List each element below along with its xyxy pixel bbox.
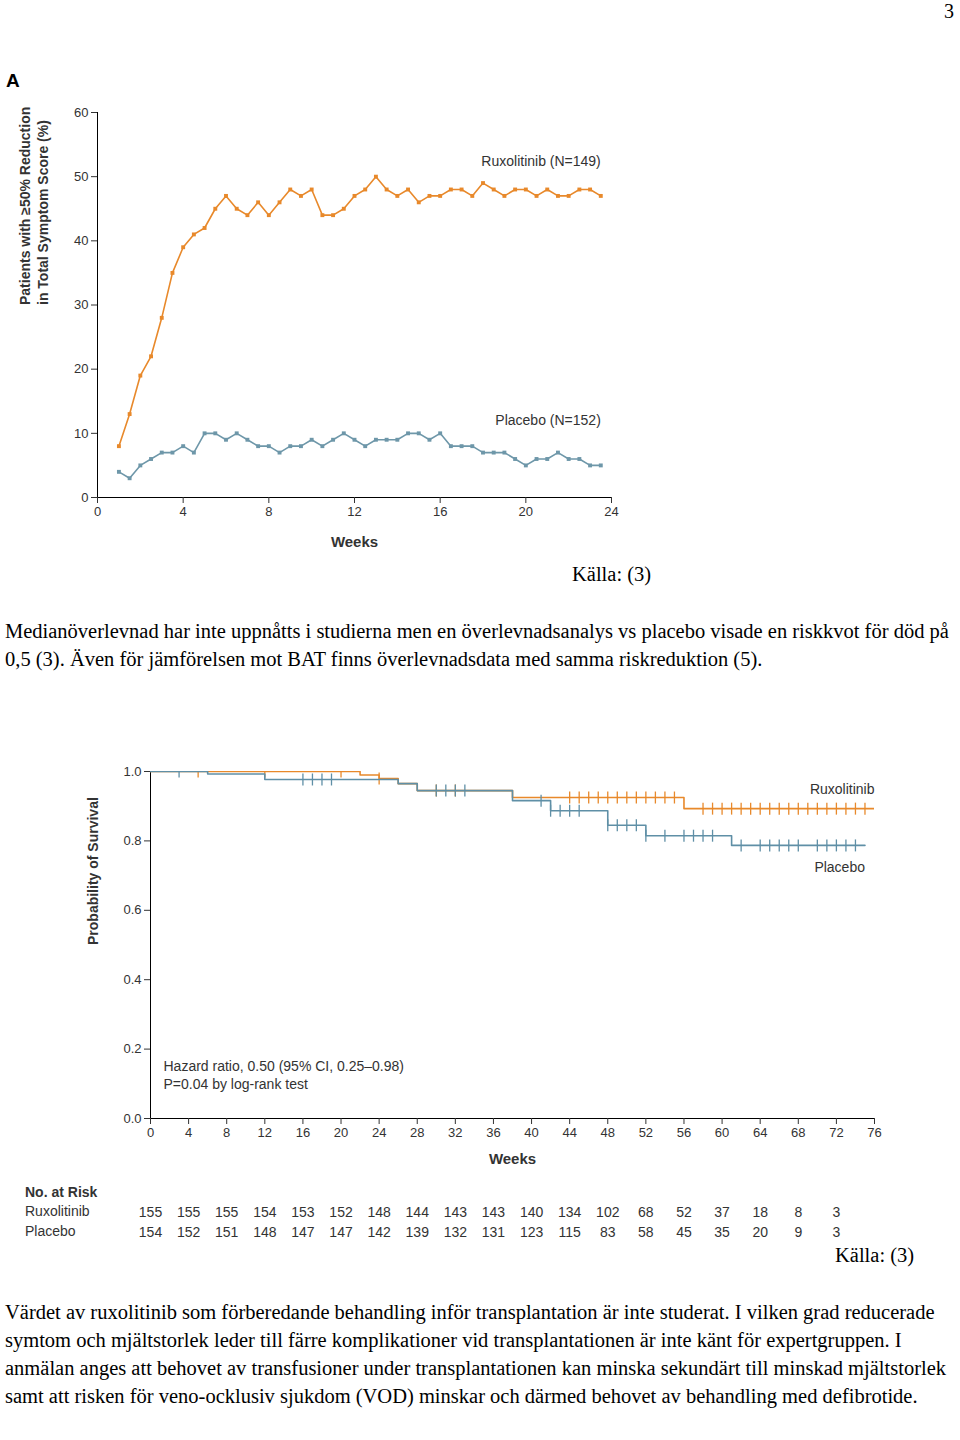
html-text:Medianöverlevnad har inte uppn: Medianöverlevnad har inte uppnåtts i stu… (5, 620, 949, 670)
svg-text:Ruxolitinib: Ruxolitinib (810, 781, 875, 797)
svg-text:16: 16 (433, 504, 447, 519)
svg-text:20: 20 (752, 1224, 768, 1240)
svg-text:148: 148 (367, 1204, 391, 1220)
svg-text:0.4: 0.4 (123, 972, 141, 987)
svg-text:Patients with ≥50% Reductionin: Patients with ≥50% Reductionin Total Sym… (17, 107, 51, 305)
svg-text:56: 56 (677, 1125, 691, 1140)
svg-text:8: 8 (265, 504, 272, 519)
svg-text:Ruxolitinib (N=149): Ruxolitinib (N=149) (481, 153, 600, 169)
svg-text:68: 68 (638, 1204, 654, 1220)
svg-text:20: 20 (519, 504, 533, 519)
svg-text:1.0: 1.0 (123, 764, 141, 779)
svg-text:60: 60 (74, 105, 88, 120)
svg-text:60: 60 (715, 1125, 729, 1140)
svg-text:9: 9 (794, 1224, 802, 1240)
svg-text:3: 3 (832, 1204, 840, 1220)
svg-text:48: 48 (601, 1125, 615, 1140)
svg-text:24: 24 (604, 504, 618, 519)
svg-text:16: 16 (296, 1125, 310, 1140)
svg-text:30: 30 (74, 297, 88, 312)
svg-text:115: 115 (558, 1224, 581, 1240)
svg-text:20: 20 (74, 361, 88, 376)
svg-text:10: 10 (74, 425, 88, 440)
svg-text:0: 0 (94, 504, 101, 519)
svg-text:147: 147 (291, 1224, 315, 1240)
svg-text:152: 152 (177, 1224, 201, 1240)
svg-text:155: 155 (139, 1204, 163, 1220)
svg-text:72: 72 (829, 1125, 843, 1140)
svg-text:52: 52 (676, 1204, 692, 1220)
svg-text:132: 132 (444, 1224, 468, 1240)
svg-text:32: 32 (448, 1125, 462, 1140)
svg-text:0: 0 (81, 490, 88, 505)
svg-text:20: 20 (334, 1125, 348, 1140)
svg-text:37: 37 (714, 1204, 730, 1220)
svg-text:147: 147 (329, 1224, 353, 1240)
svg-text:152: 152 (329, 1204, 353, 1220)
svg-text:Placebo (N=152): Placebo (N=152) (495, 412, 600, 428)
svg-text:0.8: 0.8 (123, 833, 141, 848)
svg-text:Weeks: Weeks (331, 533, 378, 550)
svg-text:131: 131 (482, 1224, 506, 1240)
svg-text:0.2: 0.2 (123, 1041, 141, 1056)
html-text:Ruxolitinib: Ruxolitinib (25, 1203, 90, 1219)
svg-text:68: 68 (791, 1125, 805, 1140)
svg-text:36: 36 (486, 1125, 500, 1140)
svg-text:155: 155 (215, 1204, 239, 1220)
svg-text:44: 44 (562, 1125, 576, 1140)
html-text:Källa: (3): Källa: (3) (835, 1244, 915, 1266)
svg-text:45: 45 (676, 1224, 692, 1240)
svg-text:139: 139 (406, 1224, 430, 1240)
html-text:3: 3 (944, 0, 954, 22)
svg-text:8: 8 (794, 1204, 802, 1220)
svg-text:143: 143 (482, 1204, 506, 1220)
svg-text:140: 140 (520, 1204, 544, 1220)
svg-text:143: 143 (444, 1204, 468, 1220)
svg-text:142: 142 (367, 1224, 391, 1240)
svg-text:155: 155 (177, 1204, 201, 1220)
html-text:No. at Risk: No. at Risk (25, 1184, 98, 1200)
svg-text:4: 4 (185, 1125, 192, 1140)
svg-text:Hazard ratio, 0.50 (95% CI, 0.: Hazard ratio, 0.50 (95% CI, 0.25–0.98) (164, 1058, 404, 1074)
svg-text:3: 3 (832, 1224, 840, 1240)
svg-text:151: 151 (215, 1224, 239, 1240)
svg-text:0.6: 0.6 (123, 902, 141, 917)
svg-text:102: 102 (596, 1204, 620, 1220)
svg-text:58: 58 (638, 1224, 654, 1240)
svg-text:35: 35 (714, 1224, 730, 1240)
svg-text:28: 28 (410, 1125, 424, 1140)
html-text:A: A (6, 70, 20, 91)
svg-text:144: 144 (406, 1204, 430, 1220)
svg-text:52: 52 (639, 1125, 653, 1140)
svg-text:154: 154 (253, 1204, 277, 1220)
svg-text:154: 154 (139, 1224, 163, 1240)
svg-text:148: 148 (253, 1224, 277, 1240)
svg-text:76: 76 (867, 1125, 881, 1140)
html-text:Placebo: Placebo (25, 1223, 76, 1239)
svg-text:12: 12 (258, 1125, 272, 1140)
svg-text:Placebo: Placebo (814, 859, 865, 875)
svg-text:40: 40 (74, 233, 88, 248)
svg-text:Weeks: Weeks (489, 1150, 536, 1167)
svg-text:Probability of Survival: Probability of Survival (85, 797, 101, 945)
svg-text:12: 12 (347, 504, 361, 519)
svg-text:40: 40 (524, 1125, 538, 1140)
svg-text:153: 153 (291, 1204, 315, 1220)
svg-text:8: 8 (223, 1125, 230, 1140)
svg-text:134: 134 (558, 1204, 582, 1220)
svg-text:50: 50 (74, 169, 88, 184)
svg-text:83: 83 (600, 1224, 616, 1240)
svg-text:0: 0 (147, 1125, 154, 1140)
html-text:Värdet av ruxolitinib som förb: Värdet av ruxolitinib som förberedande b… (5, 1301, 946, 1407)
svg-text:0.0: 0.0 (123, 1111, 141, 1126)
svg-text:123: 123 (520, 1224, 544, 1240)
html-text:Källa: (3): Källa: (3) (572, 563, 652, 585)
svg-text:64: 64 (753, 1125, 767, 1140)
svg-text:24: 24 (372, 1125, 386, 1140)
svg-text:4: 4 (180, 504, 187, 519)
svg-text:P=0.04 by log-rank test: P=0.04 by log-rank test (164, 1076, 308, 1092)
svg-text:18: 18 (752, 1204, 768, 1220)
